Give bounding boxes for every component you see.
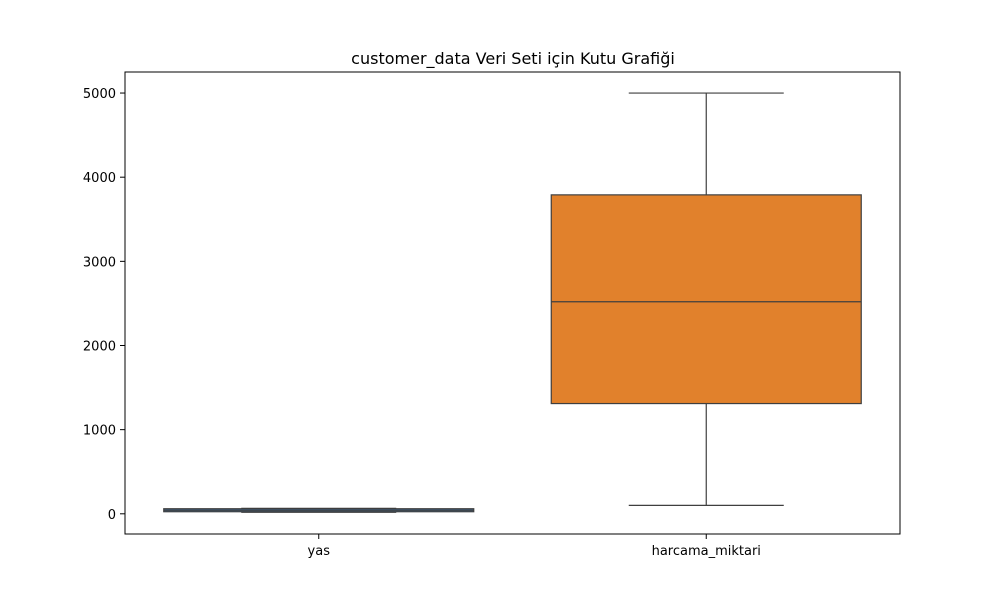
y-tick-label: 4000 xyxy=(83,171,116,186)
x-tick-label: harcama_miktari xyxy=(652,544,761,559)
x-axis: yas harcama_miktari xyxy=(308,534,761,559)
y-axis: 0 1000 2000 3000 4000 5000 xyxy=(83,87,125,523)
y-tick-label: 5000 xyxy=(83,87,116,102)
y-tick-label: 2000 xyxy=(83,339,116,354)
chart-title: customer_data Veri Seti için Kutu Grafiğ… xyxy=(351,49,675,69)
box-harcama_miktari xyxy=(550,92,862,506)
plot-frame xyxy=(124,71,901,535)
y-tick-label: 0 xyxy=(108,508,116,523)
y-tick-label: 3000 xyxy=(83,255,116,270)
y-tick-label: 1000 xyxy=(83,424,116,439)
box-iqr xyxy=(550,194,862,405)
x-tick-label: yas xyxy=(308,544,331,559)
plot-area xyxy=(163,92,862,513)
box-yas xyxy=(163,507,475,513)
